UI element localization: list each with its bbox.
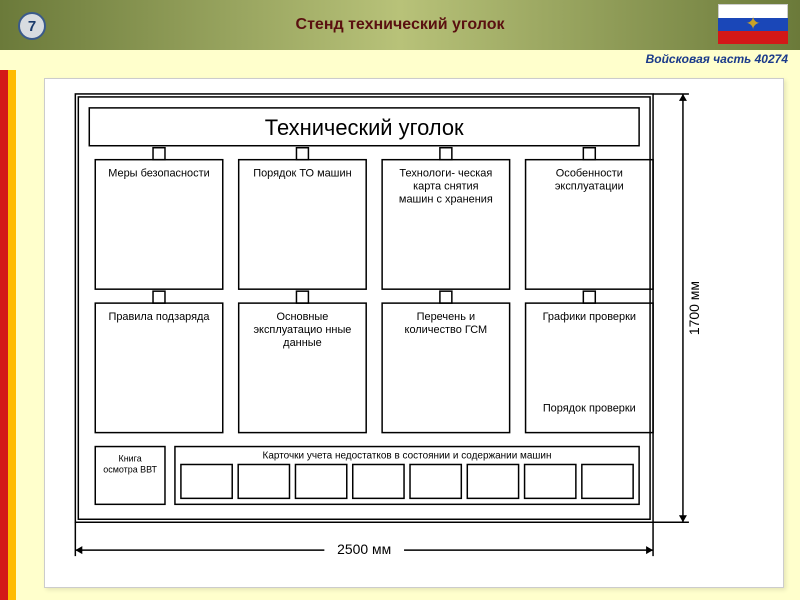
- svg-text:количество ГСМ: количество ГСМ: [405, 324, 488, 336]
- diagram-svg: Технический уголок Меры безопасности Поряд…: [45, 79, 783, 587]
- svg-text:карта снятия: карта снятия: [413, 181, 479, 193]
- unit-label: Войсковая часть 40274: [646, 52, 788, 66]
- left-stripe-red: [0, 70, 8, 600]
- diagram-frame: Технический уголок Меры безопасности Поряд…: [44, 78, 784, 588]
- svg-text:Перечень и: Перечень и: [417, 311, 475, 323]
- header-title: Стенд технический уголок: [296, 16, 505, 34]
- svg-text:Порядок ТО машин: Порядок ТО машин: [253, 168, 351, 180]
- svg-text:Карточки учета недостатков в с: Карточки учета недостатков в состоянии и…: [263, 451, 552, 462]
- svg-text:Особенности: Особенности: [556, 168, 623, 180]
- svg-text:эксплуатацио нные: эксплуатацио нные: [253, 324, 351, 336]
- page-number-badge: 7: [18, 12, 46, 40]
- russian-flag: ✦: [718, 4, 788, 44]
- svg-text:Графики проверки: Графики проверки: [543, 311, 636, 323]
- svg-text:осмотра ВВТ: осмотра ВВТ: [103, 464, 157, 474]
- svg-text:1700 мм: 1700 мм: [686, 281, 702, 335]
- svg-text:2500 мм: 2500 мм: [337, 541, 391, 557]
- svg-text:Меры безопасности: Меры безопасности: [108, 168, 209, 180]
- svg-text:эксплуатации: эксплуатации: [555, 181, 624, 193]
- svg-text:Правила подзаряда: Правила подзаряда: [108, 311, 210, 323]
- svg-text:данные: данные: [283, 337, 322, 349]
- svg-text:Технологи- ческая: Технологи- ческая: [399, 168, 492, 180]
- svg-text:Технический уголок: Технический уголок: [265, 115, 464, 140]
- eagle-emblem-icon: ✦: [745, 14, 760, 35]
- header-bar: 7 Стенд технический уголок ✦: [0, 0, 800, 50]
- svg-text:Книга: Книга: [119, 453, 142, 463]
- svg-text:Основные: Основные: [276, 311, 328, 323]
- page-number: 7: [28, 18, 36, 35]
- svg-text:машин с хранения: машин с хранения: [399, 194, 493, 206]
- left-stripe-orange: [8, 70, 16, 600]
- svg-text:Порядок проверки: Порядок проверки: [543, 403, 636, 415]
